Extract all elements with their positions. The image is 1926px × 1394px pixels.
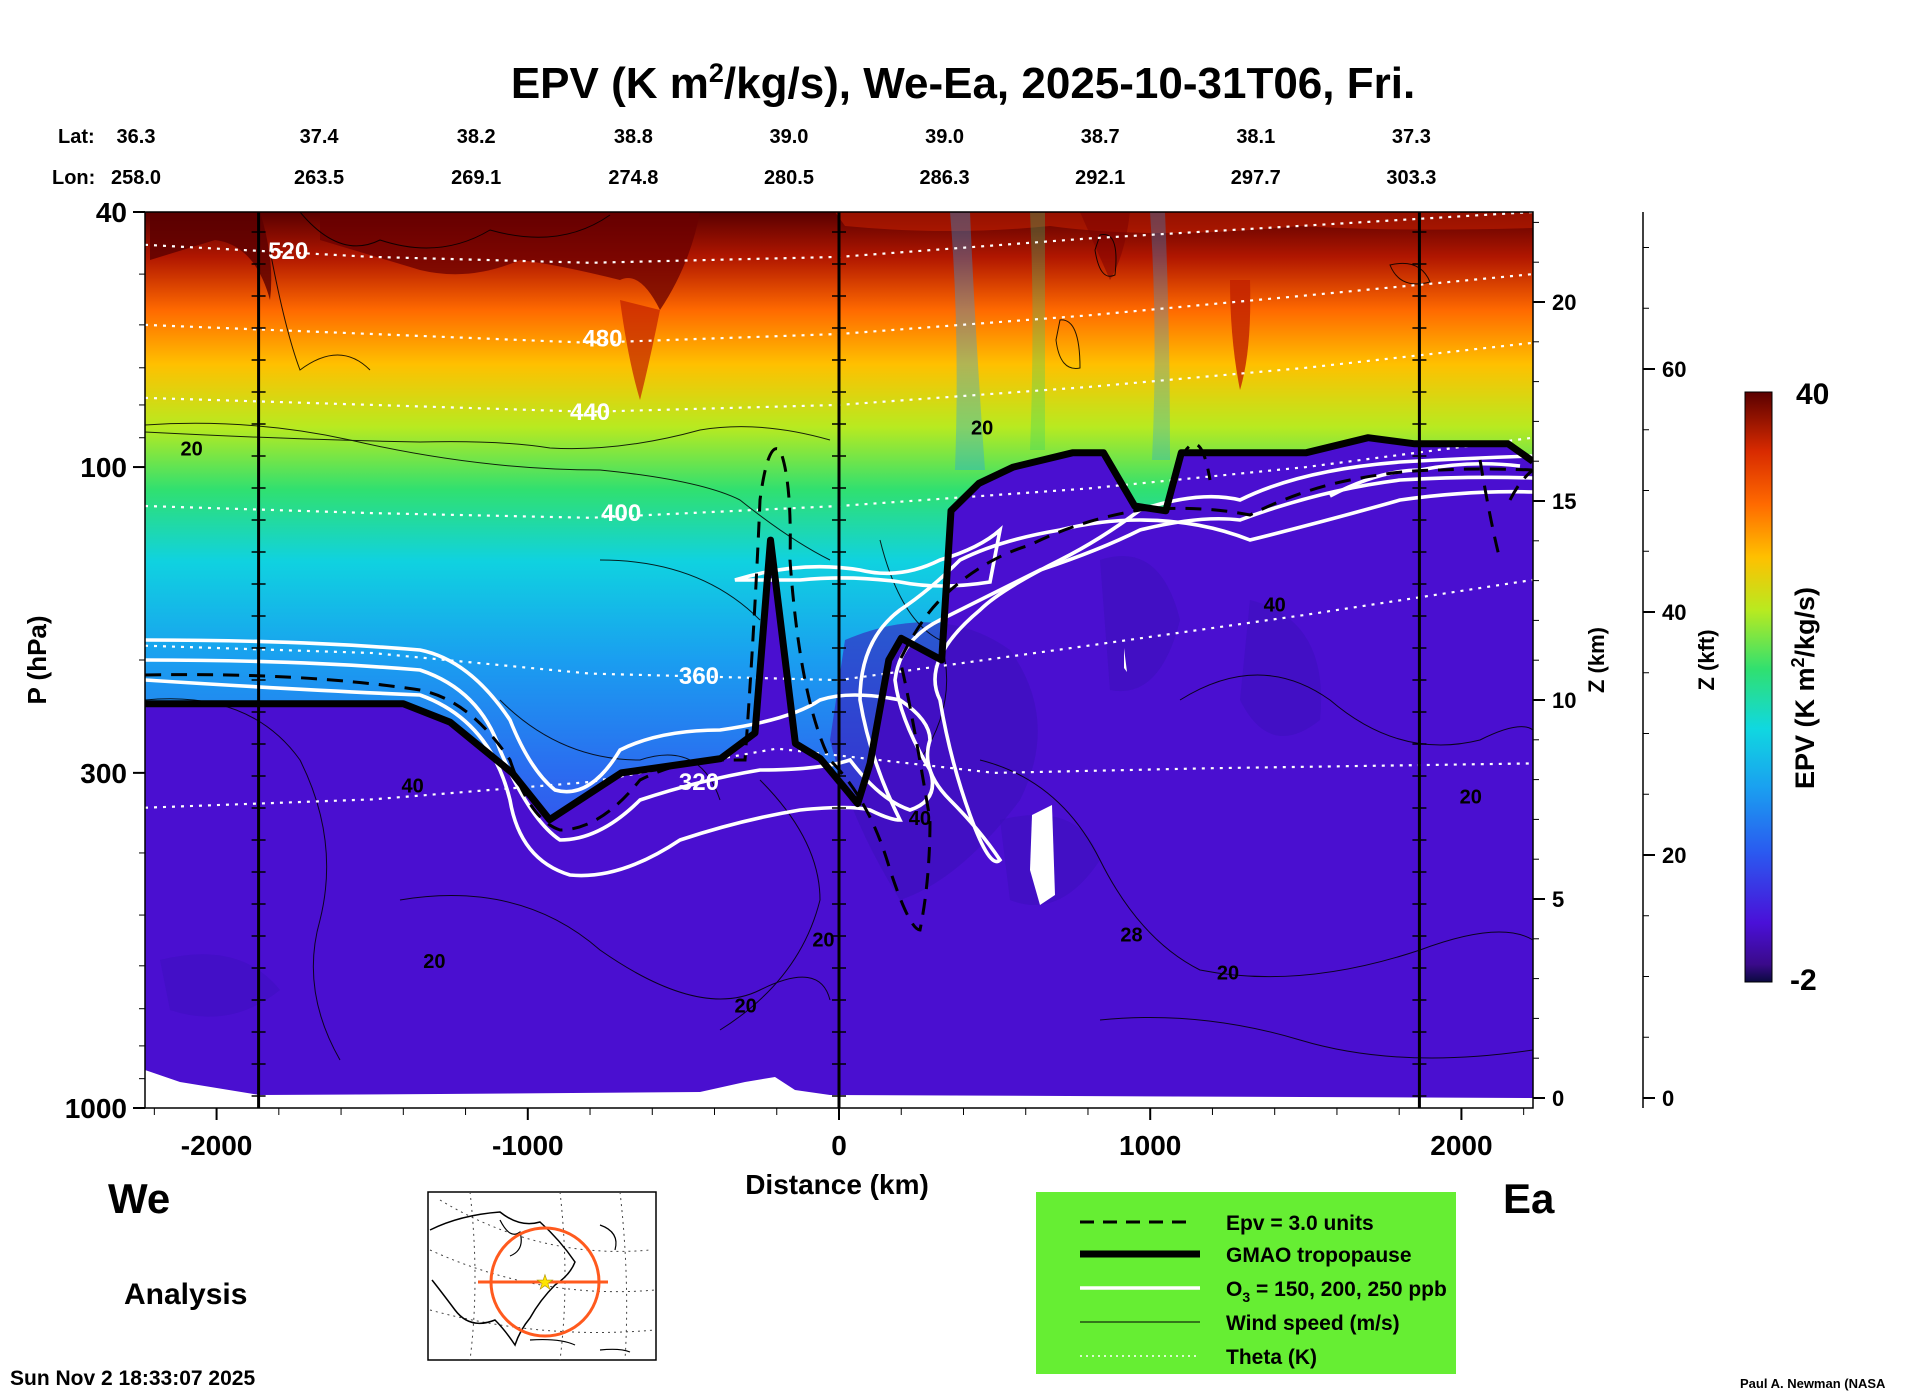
analysis-label: Analysis [124, 1278, 247, 1311]
z-km-tick-label: 5 [1552, 887, 1564, 912]
z-kft-tick-label: 60 [1662, 357, 1686, 382]
lat-value: 38.1 [1236, 126, 1275, 148]
wind-label: 40 [1264, 594, 1286, 616]
x-axis: -2000 -1000 0 1000 2000 [153, 1108, 1525, 1161]
legend-item-theta: Theta (K) [1226, 1346, 1317, 1369]
y-tick-label: 1000 [65, 1093, 127, 1124]
lon-label: Lon: [52, 167, 95, 189]
wind-label: 20 [181, 439, 203, 461]
wind-label: 20 [971, 418, 993, 440]
z-kft-tick-label: 40 [1662, 600, 1686, 625]
x-tick-label: 2000 [1430, 1130, 1492, 1161]
x-tick-label: -1000 [492, 1130, 564, 1161]
z-km-label: Z (km) [1584, 627, 1609, 693]
timestamp: Sun Nov 2 18:33:07 2025 [10, 1367, 255, 1390]
lat-value: 37.4 [300, 126, 340, 148]
lon-value: 297.7 [1231, 167, 1281, 189]
lon-value: 274.8 [608, 167, 658, 189]
y-axis: 40 100 300 1000 [65, 197, 145, 1124]
z-kft-tick-label: 20 [1662, 843, 1686, 868]
wind-label: 20 [735, 996, 757, 1018]
lat-value: 39.0 [925, 126, 964, 148]
theta-line-320 [145, 747, 1533, 809]
east-label: Ea [1503, 1175, 1555, 1222]
x-tick-label: 0 [831, 1130, 847, 1161]
theta-label-320: 320 [679, 769, 719, 796]
gmao-tropopause [145, 434, 1533, 824]
ozone-contours [145, 454, 1533, 878]
x-axis-label: Distance (km) [745, 1169, 929, 1200]
wind-label: 40 [909, 808, 931, 830]
wind-label: 20 [812, 930, 834, 952]
theta-label-440: 440 [570, 399, 610, 426]
colorbar-min: -2 [1790, 964, 1817, 997]
chart-title: EPV (K m2/kg/s), We-Ea, 2025-10-31T06, F… [511, 58, 1415, 108]
star-icon: ★ [536, 1272, 554, 1294]
z-km-tick-label: 0 [1552, 1086, 1564, 1111]
legend-item-tropopause: GMAO tropopause [1226, 1244, 1412, 1267]
lon-value: 303.3 [1386, 167, 1436, 189]
y-tick-label: 100 [80, 452, 127, 483]
wind-label: 40 [402, 776, 424, 798]
wind-label: 20 [1460, 787, 1482, 809]
lat-label: Lat: [58, 126, 95, 148]
x-tick-label: -2000 [181, 1130, 253, 1161]
theta-label-360: 360 [679, 663, 719, 690]
legend-item-wind: Wind speed (m/s) [1226, 1312, 1400, 1335]
z-kft-axis: 0 20 40 60 [1642, 212, 1686, 1111]
lon-value: 269.1 [451, 167, 501, 189]
z-km-axis: 0 5 10 15 20 [1533, 221, 1576, 1111]
z-kft-tick-label: 0 [1662, 1086, 1674, 1111]
z-km-tick-label: 15 [1552, 489, 1576, 514]
vertical-lines [251, 212, 1427, 1108]
z-kft-label: Z (kft) [1694, 629, 1719, 690]
lat-value: 39.0 [770, 126, 809, 148]
west-label: We [108, 1175, 170, 1222]
legend-item-epv: Epv = 3.0 units [1226, 1212, 1374, 1235]
lon-value: 292.1 [1075, 167, 1125, 189]
colorbar [1744, 391, 1773, 983]
y-axis-label: P (hPa) [22, 615, 52, 704]
lat-values: 36.3 37.4 38.2 38.8 39.0 39.0 38.7 38.1 37.3 [117, 126, 1431, 148]
z-km-tick-label: 10 [1552, 688, 1576, 713]
lat-value: 38.2 [457, 126, 496, 148]
lat-value: 37.3 [1392, 126, 1431, 148]
z-km-tick-label: 20 [1552, 290, 1576, 315]
wind-label: 20 [423, 951, 445, 973]
legend: Epv = 3.0 units GMAO tropopause O3 = 150… [1036, 1192, 1456, 1374]
colorbar-max: 40 [1796, 378, 1829, 411]
theta-label-480: 480 [582, 325, 622, 352]
lon-value: 280.5 [764, 167, 814, 189]
lon-value: 258.0 [111, 167, 161, 189]
y-tick-label: 300 [80, 758, 127, 789]
lat-value: 36.3 [117, 126, 156, 148]
inset-map: ★ [427, 1191, 657, 1361]
wind-label: 28 [1120, 925, 1142, 947]
legend-item-ozone: O3 = 150, 200, 250 ppb [1226, 1278, 1447, 1305]
credit: Paul A. Newman (NASA [1740, 1376, 1886, 1391]
lat-value: 38.7 [1081, 126, 1120, 148]
wind-label: 20 [1217, 962, 1239, 984]
lon-value: 263.5 [294, 167, 344, 189]
theta-labels: 320 360 400 440 480 520 [268, 238, 719, 796]
theta-label-520: 520 [268, 238, 308, 265]
lat-value: 38.8 [614, 126, 653, 148]
x-tick-label: 1000 [1119, 1130, 1181, 1161]
wind-labels: 20 20 40 20 20 20 40 28 20 40 20 [181, 418, 1482, 1018]
colorbar-label: EPV (K m2/kg/s) [1788, 587, 1820, 789]
y-tick-label: 40 [96, 197, 127, 228]
lon-value: 286.3 [920, 167, 970, 189]
theta-label-400: 400 [601, 500, 641, 527]
lon-values: 258.0 263.5 269.1 274.8 280.5 286.3 292.1 297.7… [111, 167, 1436, 189]
